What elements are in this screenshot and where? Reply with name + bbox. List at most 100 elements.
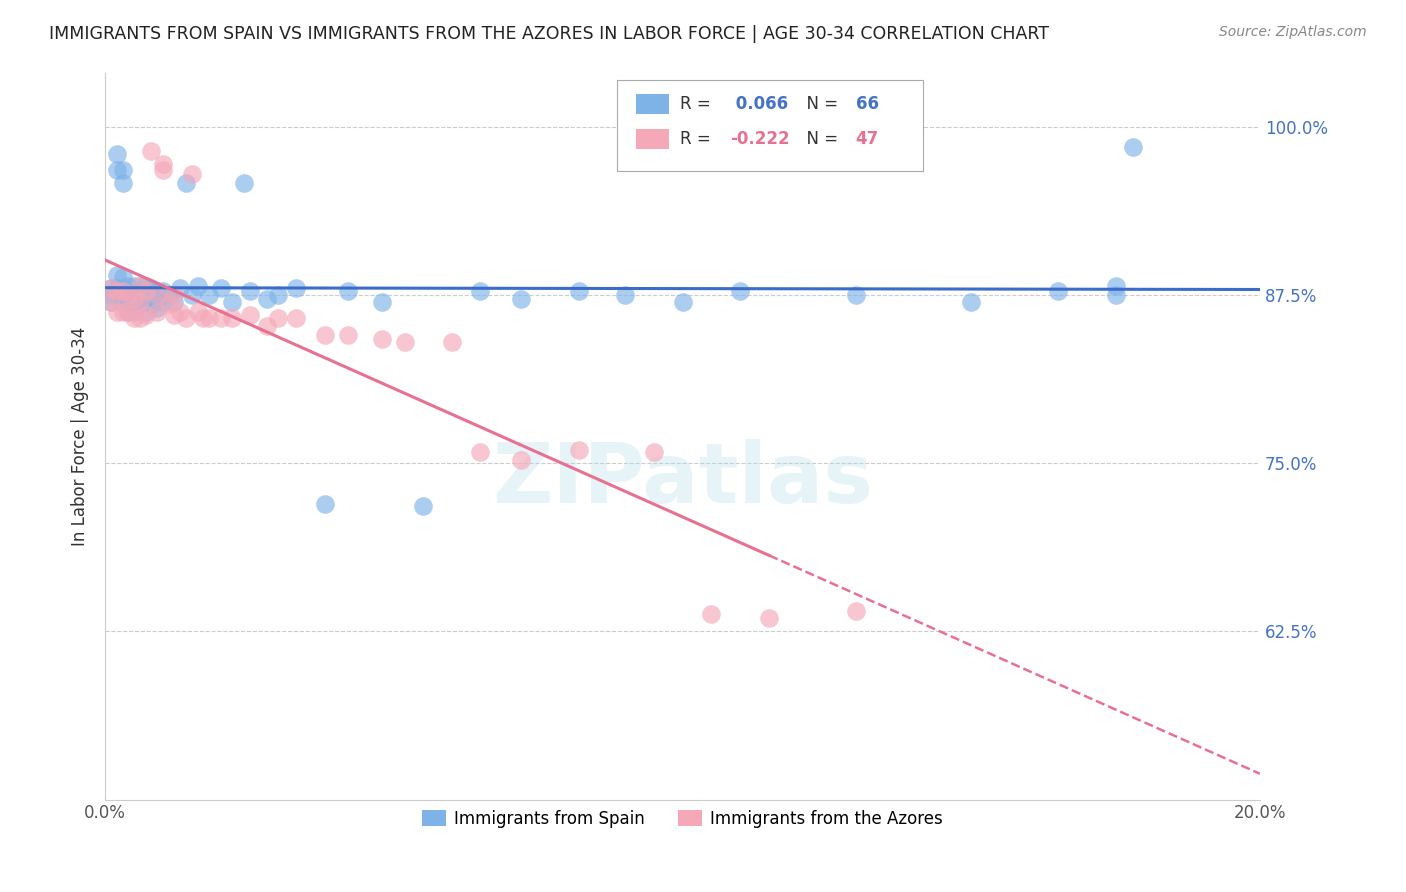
Point (152, 294, 174, 309)
Point (163, 294, 186, 309)
Point (105, 268, 128, 282)
Point (111, 162, 134, 177)
Point (146, 284, 169, 298)
Point (169, 281, 191, 295)
Point (314, 328, 336, 343)
Point (122, 310, 145, 325)
Point (613, 288, 636, 302)
Point (100, 294, 122, 309)
Text: N =: N = (796, 95, 844, 113)
Point (209, 310, 232, 325)
Text: 66: 66 (856, 95, 879, 113)
Point (100, 294, 122, 309)
Point (135, 308, 157, 322)
Point (122, 305, 145, 319)
Point (643, 445, 665, 459)
Point (845, 288, 868, 302)
Point (105, 146, 128, 161)
Point (845, 604, 868, 618)
Point (267, 288, 290, 302)
Point (256, 318, 278, 333)
Text: 0.066: 0.066 (730, 95, 787, 113)
Point (221, 294, 243, 309)
Point (105, 281, 128, 295)
Text: -0.222: -0.222 (730, 130, 790, 148)
Point (198, 288, 221, 302)
Point (128, 294, 150, 309)
Point (128, 278, 150, 293)
Text: IMMIGRANTS FROM SPAIN VS IMMIGRANTS FROM THE AZORES IN LABOR FORCE | AGE 30-34 C: IMMIGRANTS FROM SPAIN VS IMMIGRANTS FROM… (49, 25, 1049, 43)
Point (238, 284, 260, 298)
Point (111, 284, 134, 298)
Point (117, 305, 139, 319)
Point (122, 284, 145, 298)
Point (105, 305, 128, 319)
Point (117, 278, 139, 293)
Point (152, 162, 174, 177)
Point (122, 297, 145, 311)
Text: R =: R = (681, 130, 716, 148)
Point (163, 308, 186, 322)
Point (146, 301, 169, 316)
Point (100, 288, 122, 302)
Point (141, 297, 163, 311)
Point (187, 305, 209, 319)
Point (568, 284, 591, 298)
Point (284, 310, 307, 325)
Point (440, 334, 463, 349)
Point (117, 294, 139, 309)
Point (1104, 278, 1126, 293)
Point (117, 305, 139, 319)
Y-axis label: In Labor Force | Age 30-34: In Labor Force | Age 30-34 (72, 326, 89, 546)
Point (111, 305, 134, 319)
Point (371, 294, 394, 309)
Point (141, 288, 163, 302)
Point (100, 281, 122, 295)
Point (128, 294, 150, 309)
Point (470, 284, 492, 298)
Point (730, 284, 752, 298)
Point (371, 332, 394, 346)
Point (1046, 284, 1069, 298)
Point (509, 292, 531, 306)
Point (314, 496, 336, 510)
Point (128, 310, 150, 325)
Point (135, 284, 157, 298)
Text: ZIPatlas: ZIPatlas (492, 440, 873, 520)
Point (135, 294, 157, 309)
Point (111, 177, 134, 191)
Point (135, 278, 157, 293)
Point (122, 278, 145, 293)
Point (758, 611, 780, 625)
Point (267, 310, 290, 325)
Point (122, 292, 145, 306)
Point (152, 157, 174, 171)
Text: 47: 47 (856, 130, 879, 148)
Point (221, 310, 243, 325)
Text: R =: R = (681, 95, 716, 113)
Point (336, 284, 359, 298)
Point (141, 144, 163, 158)
Point (128, 288, 150, 302)
Point (117, 288, 139, 302)
Point (169, 305, 191, 319)
Point (1104, 288, 1126, 302)
Point (105, 162, 128, 177)
Point (238, 308, 260, 322)
Text: Source: ZipAtlas.com: Source: ZipAtlas.com (1219, 25, 1367, 39)
Point (128, 278, 150, 293)
Point (111, 281, 134, 295)
Point (209, 281, 232, 295)
Text: N =: N = (796, 130, 844, 148)
Point (122, 292, 145, 306)
Point (187, 278, 209, 293)
Point (470, 445, 492, 459)
Point (336, 328, 359, 343)
Point (180, 167, 202, 181)
Point (412, 500, 434, 514)
Point (232, 177, 254, 191)
Point (100, 281, 122, 295)
Point (394, 334, 416, 349)
Point (135, 305, 157, 319)
Point (152, 284, 174, 298)
